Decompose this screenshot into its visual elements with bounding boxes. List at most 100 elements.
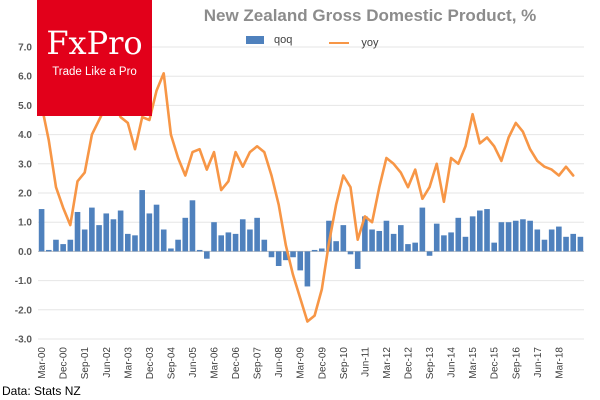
x-tick-label: Mar-06: [210, 347, 221, 379]
qoq-bar: [89, 207, 95, 252]
qoq-bar: [340, 225, 347, 252]
x-tick-label: Sep-13: [425, 347, 436, 380]
qoq-bar: [426, 251, 433, 256]
qoq-bar: [96, 225, 102, 252]
source-note: Data: Stats NZ: [2, 384, 81, 398]
qoq-bar: [139, 190, 145, 252]
qoq-bar: [261, 239, 268, 252]
legend-swatch-qoq: [246, 36, 264, 44]
qoq-bar: [433, 223, 440, 252]
qoq-bar: [175, 239, 181, 252]
x-tick-label: Sep-04: [166, 347, 177, 380]
qoq-bar: [469, 216, 476, 252]
chart-title: New Zealand Gross Domestic Product, %: [203, 6, 537, 25]
x-tick-label: Jun-17: [533, 347, 544, 378]
qoq-bar: [390, 233, 397, 252]
y-tick-label: 4.0: [18, 130, 32, 141]
x-tick-label: Dec-15: [490, 347, 501, 380]
qoq-bar: [168, 248, 174, 252]
qoq-bar: [484, 209, 490, 252]
x-axis: Mar-00 Dec-00 Sep-01 Jun-02 Mar-03 Dec-03 Sep-…: [37, 347, 565, 380]
qoq-bar: [354, 251, 361, 269]
yoy-line-group: [40, 72, 575, 323]
y-tick-label: -2.0: [15, 305, 33, 316]
qoq-bar: [419, 207, 426, 252]
y-tick-label: -1.0: [15, 276, 33, 287]
qoq-bar: [412, 242, 418, 252]
logo-tagline: Trade Like a Pro: [52, 66, 137, 78]
x-tick-label: Jun-05: [188, 347, 199, 378]
qoq-bar: [405, 244, 411, 252]
qoq-bar: [398, 225, 404, 252]
qoq-bar: [512, 220, 519, 252]
y-tick-label: 5.0: [18, 101, 32, 112]
qoq-bar: [153, 204, 160, 252]
x-tick-label: Mar-00: [37, 347, 48, 379]
x-tick-label: Sep-16: [511, 347, 522, 380]
legend-label-qoq: qoq: [274, 34, 293, 46]
qoq-bar: [462, 236, 469, 252]
qoq-bar: [182, 217, 189, 252]
qoq-bar: [556, 226, 562, 252]
qoq-bar: [477, 210, 483, 252]
y-tick-label: 1.0: [18, 218, 32, 229]
qoq-bar: [311, 249, 318, 252]
qoq-bar: [297, 251, 304, 271]
qoq-bar: [125, 233, 131, 252]
qoq-bar: [455, 217, 462, 252]
legend-item-yoy: yoy: [329, 37, 379, 49]
x-tick-label: Mar-12: [382, 347, 393, 379]
qoq-bar: [275, 251, 282, 266]
qoq-bar: [283, 251, 289, 261]
x-tick-label: Dec-09: [317, 347, 328, 380]
qoq-bar: [534, 229, 541, 252]
qoq-bar: [347, 251, 354, 255]
qoq-bar: [541, 239, 548, 252]
x-tick-label: Mar-18: [554, 347, 565, 379]
qoq-bar: [491, 242, 497, 252]
x-tick-label: Jun-11: [360, 347, 371, 377]
qoq-bar: [247, 229, 253, 252]
x-tick-label: Dec-03: [145, 347, 156, 380]
legend-label-yoy: yoy: [361, 37, 379, 49]
y-tick-label: -3.0: [15, 335, 33, 346]
x-tick-label: Jun-14: [447, 347, 458, 378]
qoq-bar: [376, 230, 383, 252]
y-tick-label: 6.0: [18, 72, 32, 83]
qoq-bar: [333, 241, 339, 252]
qoq-bar: [520, 219, 526, 252]
y-tick-label: 2.0: [18, 189, 32, 200]
qoq-bar: [225, 232, 232, 252]
qoq-bar: [67, 239, 74, 252]
qoq-bar: [117, 210, 124, 252]
qoq-bar: [81, 229, 88, 252]
qoq-bar: [362, 216, 368, 252]
y-tick-label: 3.0: [18, 159, 32, 170]
qoq-bar: [505, 222, 512, 252]
x-tick-label: Jun-02: [102, 347, 113, 378]
legend: qoq yoy: [246, 34, 413, 49]
x-tick-label: Jun-08: [274, 347, 285, 378]
y-axis: 7.0 6.0 5.0 4.0 3.0 2.0 1.0 0.0 -1.0 -2.0 -3.0: [15, 43, 33, 346]
qoq-bar: [53, 239, 59, 252]
qoq-bar: [132, 235, 138, 252]
qoq-bar: [103, 213, 110, 252]
x-tick-label: Sep-01: [80, 347, 91, 380]
logo-text: FxPro: [46, 24, 143, 62]
qoq-bar: [45, 249, 52, 252]
qoq-bar: [441, 235, 447, 252]
qoq-bar: [304, 251, 311, 287]
qoq-bar: [110, 219, 117, 252]
x-tick-label: Dec-06: [231, 347, 242, 380]
qoq-bar: [196, 249, 203, 252]
x-tick-label: Dec-12: [404, 347, 415, 380]
qoq-bar: [268, 251, 275, 258]
legend-item-qoq: qoq: [246, 34, 292, 46]
qoq-bar: [548, 229, 555, 252]
qoq-bar: [563, 236, 569, 252]
qoq-bar: [218, 235, 224, 252]
x-tick-label: Sep-07: [253, 347, 264, 380]
qoq-bar: [318, 248, 325, 252]
x-tick-label: Mar-03: [123, 347, 134, 379]
